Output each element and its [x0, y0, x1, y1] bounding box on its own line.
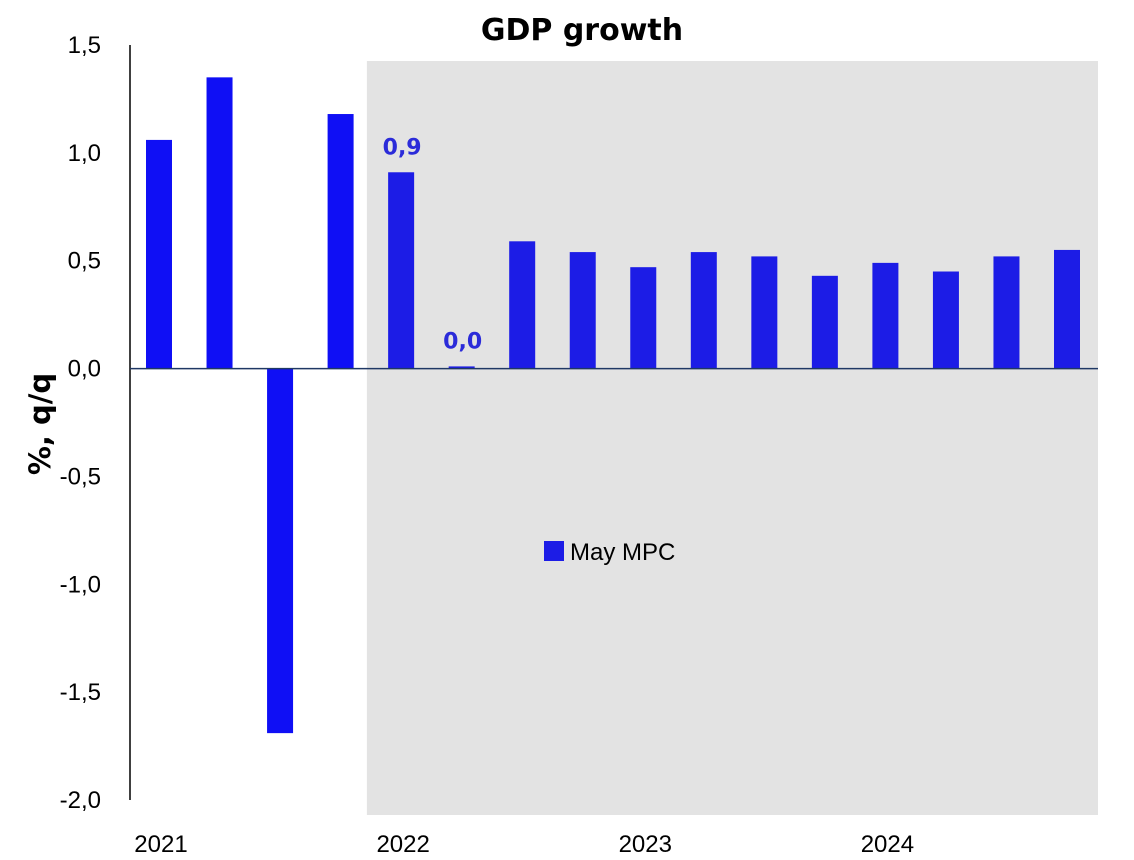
bar-2023Q4	[811, 275, 838, 369]
bar-2021Q2	[206, 77, 233, 369]
y-tick-label: 1,0	[68, 140, 101, 167]
y-tick-label: -1,0	[60, 571, 101, 598]
bar-2021Q4	[327, 114, 354, 369]
data-label-2022Q1: 0,9	[383, 135, 422, 160]
y-tick-label: 0,0	[68, 356, 101, 383]
bar-2023Q2	[690, 252, 717, 369]
y-tick-label: -0,5	[60, 463, 101, 490]
bar-2022Q2	[448, 366, 475, 369]
bar-2024Q2	[932, 271, 959, 369]
legend-swatch	[544, 541, 564, 561]
bar-2023Q1	[630, 267, 657, 369]
legend: May MPC	[544, 539, 675, 566]
forecast-shading	[366, 61, 1098, 815]
y-tick-label: -1,5	[60, 679, 101, 706]
bars-layer	[146, 77, 1080, 734]
bar-2024Q3	[993, 256, 1020, 369]
data-labels: 0,9 0,0	[383, 135, 483, 354]
y-axis-title: %, q/q	[23, 373, 57, 475]
bar-2022Q3	[509, 241, 536, 369]
bar-2024Q1	[872, 262, 899, 369]
y-tick-label: 1,5	[68, 32, 101, 59]
x-tick-label: 2022	[376, 831, 429, 858]
data-label-2022Q2: 0,0	[443, 329, 482, 354]
x-tick-labels: 2021 2022 2023 2024	[134, 831, 914, 858]
bar-2021Q1	[146, 139, 172, 369]
bar-2024Q4	[1054, 249, 1080, 369]
chart-title: GDP growth	[481, 13, 683, 48]
y-tick-label: 0,5	[68, 248, 101, 275]
bar-2022Q1	[388, 172, 415, 369]
y-tick-label: -2,0	[60, 787, 101, 814]
x-tick-label: 2023	[619, 831, 672, 858]
x-tick-label: 2021	[134, 831, 187, 858]
legend-label: May MPC	[570, 539, 675, 566]
bar-2022Q4	[569, 252, 596, 369]
bar-2023Q3	[751, 256, 778, 369]
bar-2021Q3	[267, 368, 294, 734]
x-tick-label: 2024	[861, 831, 914, 858]
y-tick-labels: 1,5 1,0 0,5 0,0 -0,5 -1,0 -1,5 -2,0	[60, 32, 101, 814]
